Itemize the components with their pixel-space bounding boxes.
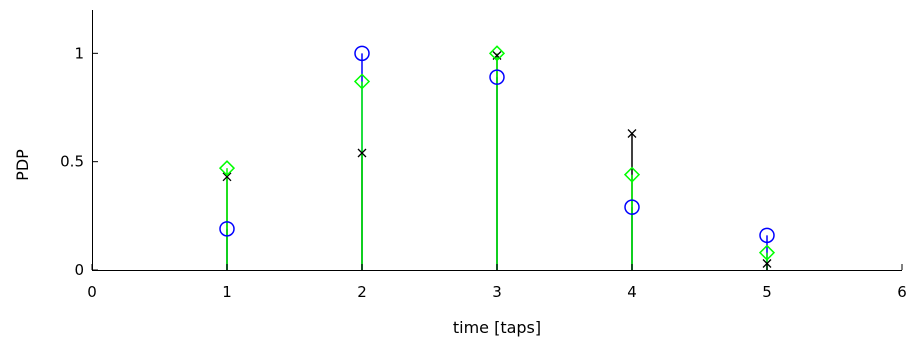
circle-marker: [624, 199, 640, 215]
stem-lines: [226, 53, 768, 270]
cross-marker: [357, 148, 367, 158]
x-tick-label: 6: [897, 283, 907, 301]
y-tick-label: 0.5: [60, 153, 84, 171]
y-axis-label: PDP: [13, 149, 32, 181]
x-tick-label: 0: [87, 283, 97, 301]
diamond-marker: [488, 45, 506, 62]
x-tick-label: 2: [357, 283, 367, 301]
diamond-marker: [218, 160, 236, 177]
x-tick-label: 3: [492, 283, 502, 301]
diamond-marker: [758, 244, 776, 261]
cross-marker: [627, 129, 637, 138]
circle-marker: [219, 221, 235, 237]
markers: [218, 45, 776, 268]
diamond-marker: [623, 166, 641, 183]
y-tick-label: 0: [74, 261, 84, 279]
circle-marker: [489, 69, 505, 85]
x-tick-label: 5: [762, 283, 772, 301]
ticks: 0 1 2 3 4 5 6 0 0.5 1: [60, 44, 907, 301]
x-tick-label: 4: [627, 283, 637, 301]
circle-marker: [759, 227, 775, 244]
x-tick-label: 1: [222, 283, 232, 301]
y-tick-label: 1: [74, 44, 84, 62]
circle-marker: [354, 45, 370, 62]
cross-marker: [762, 259, 772, 268]
x-axis-label: time [taps]: [453, 318, 541, 337]
diamond-marker: [353, 73, 371, 90]
cross-marker: [222, 172, 232, 182]
